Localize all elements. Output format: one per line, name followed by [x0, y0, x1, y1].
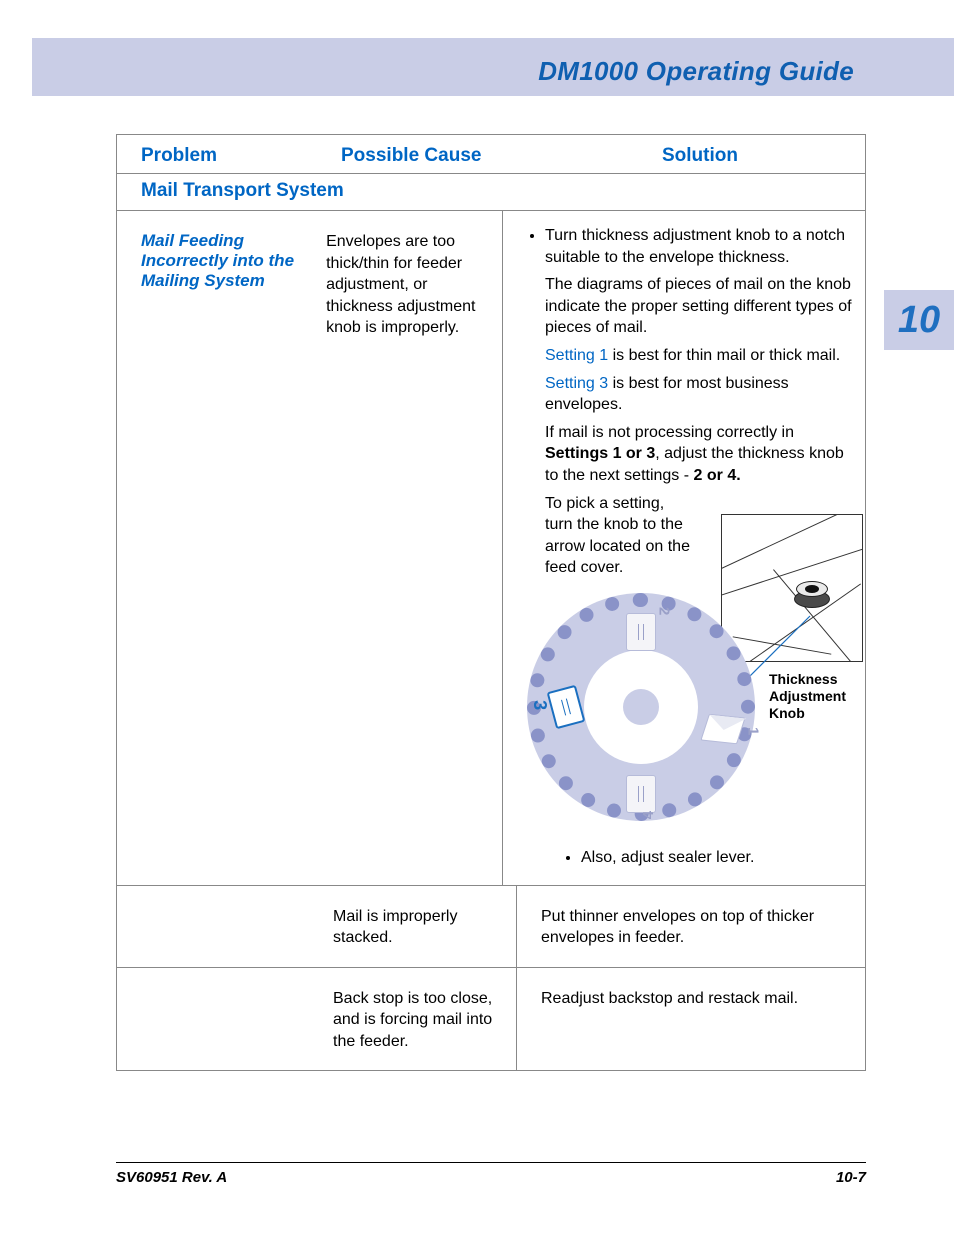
solution-bullet: Also, adjust sealer lever. — [581, 847, 855, 869]
table-row: Mail Feeding Incorrectly into the Mailin… — [117, 211, 865, 886]
settings-bold: 2 or 4. — [694, 467, 741, 484]
dial-number: 1 — [742, 727, 762, 735]
footer-page-number: 10-7 — [836, 1169, 866, 1186]
cell-cause: Envelopes are too thick/thin for feeder … — [310, 211, 503, 885]
cell-solution: Put thinner envelopes on top of thicker … — [517, 886, 865, 967]
solution-text: If mail is not processing correctly in S… — [545, 422, 855, 487]
solution-text: Put thinner envelopes on top of thicker … — [541, 908, 814, 947]
settings-bold: Settings 1 or 3 — [545, 445, 655, 462]
cell-solution: Readjust backstop and restack mail. — [517, 968, 865, 1071]
solution-text-frag: If mail is not processing correctly in — [545, 424, 794, 441]
table-row: Mail is improperly stacked. Put thinner … — [117, 886, 865, 968]
solution-text-frag: is best for thin mail or thick mail. — [608, 347, 840, 364]
page-footer: SV60951 Rev. A 10-7 — [116, 1162, 866, 1186]
col-header-solution: Solution — [551, 145, 849, 167]
solution-text: The diagrams of pieces of mail on the kn… — [545, 274, 855, 339]
cell-cause: Back stop is too close, and is forcing m… — [317, 968, 517, 1071]
cell-problem — [117, 968, 317, 1071]
page-title: DM1000 Operating Guide — [538, 56, 854, 87]
troubleshooting-table: Problem Possible Cause Solution Mail Tra… — [116, 134, 866, 1071]
solution-bullet: Turn thickness adjustment knob to a notc… — [545, 225, 855, 268]
solution-text: Readjust backstop and restack mail. — [541, 990, 798, 1007]
dial-diagram: 1 2 3 4 — [527, 593, 767, 833]
chapter-number: 10 — [898, 299, 940, 342]
cell-cause: Mail is improperly stacked. — [317, 886, 517, 967]
dial-position-icon — [626, 613, 656, 651]
cell-solution: Turn thickness adjustment knob to a notc… — [503, 211, 865, 885]
col-header-cause: Possible Cause — [341, 145, 551, 167]
knob-label: Thickness Adjustment Knob — [769, 671, 869, 721]
setting-ref: Setting 3 — [545, 375, 608, 392]
table-row: Back stop is too close, and is forcing m… — [117, 968, 865, 1072]
chapter-tab: 10 — [884, 290, 954, 350]
footer-doc-id: SV60951 Rev. A — [116, 1169, 227, 1186]
solution-text: To pick a setting, turn the knob to the … — [545, 493, 695, 579]
dial-number: 4 — [639, 811, 659, 819]
dial-position-icon — [626, 775, 656, 813]
table-header-row: Problem Possible Cause Solution — [117, 135, 865, 174]
dial-number: 2 — [653, 607, 673, 615]
solution-text: Setting 3 is best for most business enve… — [545, 373, 855, 416]
col-header-problem: Problem — [141, 145, 341, 167]
section-heading: Mail Transport System — [117, 174, 865, 211]
cell-problem: Mail Feeding Incorrectly into the Mailin… — [117, 211, 310, 885]
cell-problem — [117, 886, 317, 967]
setting-ref: Setting 1 — [545, 347, 608, 364]
solution-text: Setting 1 is best for thin mail or thick… — [545, 345, 855, 367]
dial-number: 3 — [528, 700, 552, 710]
